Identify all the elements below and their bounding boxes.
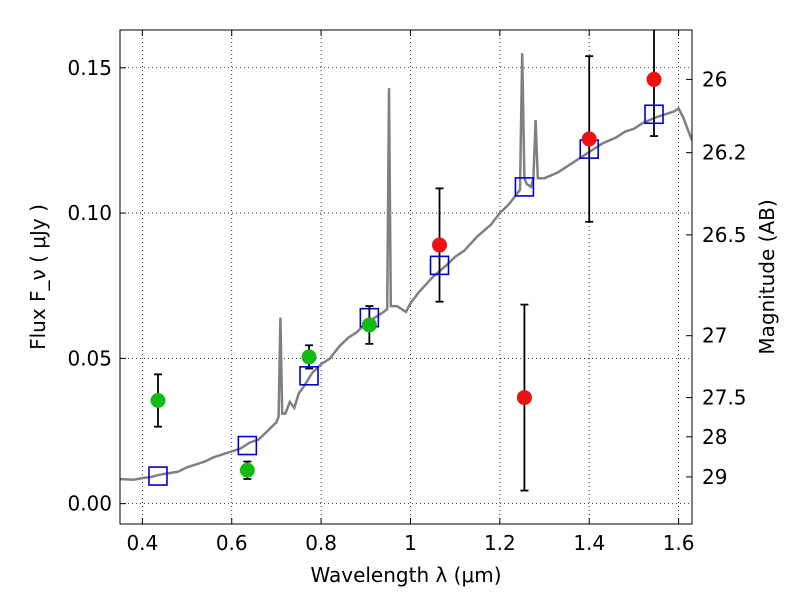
model-square-marker [299, 365, 319, 386]
x-tick-label: 1.4 [573, 531, 605, 555]
x-tick-label: 1.2 [484, 531, 516, 555]
plot-area [120, 30, 692, 524]
x-axis-ticks: 0.4 0.6 0.8 1 1.2 1.4 1.6 [126, 30, 695, 555]
magnitude-tick-label: 28 [702, 425, 727, 449]
model-square-marker [514, 177, 535, 197]
error-bars [153, 30, 659, 492]
magnitude-tick-label: 27.5 [702, 386, 747, 410]
y-axis-label: Flux F_ν ( μJy ) [26, 204, 50, 350]
model-square-marker [237, 435, 258, 456]
magnitude-axis-label: Magnitude (AB) [755, 199, 779, 354]
y-tick-label: 0.10 [67, 201, 112, 225]
x-axis-label: Wavelength λ (μm) [310, 563, 501, 587]
x-tick-label: 1.6 [663, 531, 695, 555]
y-tick-label: 0.00 [67, 492, 112, 516]
magnitude-tick-label: 29 [702, 465, 727, 489]
data-points [150, 71, 662, 478]
magnitude-axis-ticks: 26 26.2 26.5 27 27.5 28 29 [686, 67, 747, 489]
data-point-marker [646, 71, 662, 87]
data-point-marker [239, 462, 255, 478]
grid [120, 30, 692, 524]
spectrum-line [120, 53, 692, 482]
x-tick-label: 1 [404, 531, 417, 555]
magnitude-tick-label: 27 [702, 324, 727, 348]
data-point-marker [361, 317, 377, 333]
data-point-marker [432, 237, 448, 253]
magnitude-tick-label: 26.2 [702, 141, 747, 165]
data-point-marker [581, 131, 597, 147]
x-tick-label: 0.6 [216, 531, 248, 555]
x-tick-label: 0.8 [305, 531, 337, 555]
y-tick-label: 0.15 [67, 56, 112, 80]
y-axis-ticks: 0.00 0.05 0.10 0.15 [67, 56, 126, 516]
data-point-marker [301, 349, 317, 365]
model-square-marker [148, 466, 168, 486]
x-tick-label: 0.4 [126, 531, 158, 555]
model-square-marker [429, 255, 450, 276]
magnitude-tick-label: 26.5 [702, 223, 747, 247]
data-point-marker [516, 390, 532, 406]
data-point-marker [150, 393, 166, 408]
y-tick-label: 0.05 [67, 346, 112, 370]
model-square-marker [644, 104, 664, 125]
magnitude-tick-label: 26 [702, 67, 727, 91]
plot-frame [119, 29, 693, 525]
